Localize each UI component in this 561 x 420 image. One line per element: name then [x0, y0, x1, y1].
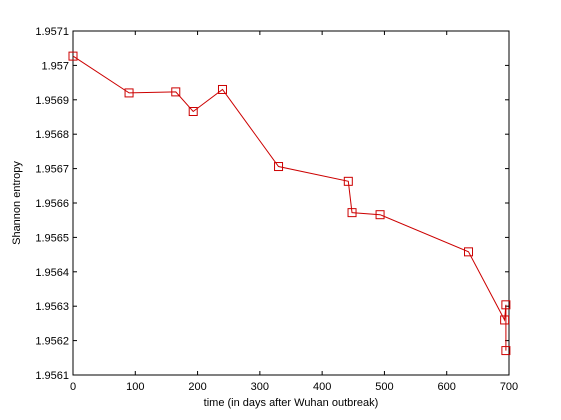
y-tick-label: 1.9565	[35, 232, 69, 244]
y-tick-label: 1.9562	[35, 336, 69, 348]
y-tick-label: 1.9563	[35, 301, 69, 313]
x-tick-label: 300	[251, 381, 269, 393]
y-tick-label: 1.9564	[35, 267, 69, 279]
y-tick-label: 1.9568	[35, 129, 69, 141]
y-tick-label: 1.9566	[35, 198, 69, 210]
x-tick-label: 400	[313, 381, 331, 393]
y-axis-label: Shannon entropy	[11, 161, 23, 245]
y-tick-label: 1.957	[41, 60, 69, 72]
y-tick-label: 1.9569	[35, 95, 69, 107]
plot-area	[73, 31, 509, 375]
x-tick-label: 700	[500, 381, 518, 393]
y-tick-label: 1.9571	[35, 26, 69, 38]
x-tick-label: 200	[188, 381, 206, 393]
x-tick-label: 100	[126, 381, 144, 393]
x-axis-label: time (in days after Wuhan outbreak)	[204, 397, 379, 409]
y-tick-label: 1.9561	[35, 370, 69, 382]
y-tick-label: 1.9567	[35, 164, 69, 176]
x-tick-label: 0	[70, 381, 76, 393]
x-tick-label: 600	[438, 381, 456, 393]
x-tick-label: 500	[375, 381, 393, 393]
